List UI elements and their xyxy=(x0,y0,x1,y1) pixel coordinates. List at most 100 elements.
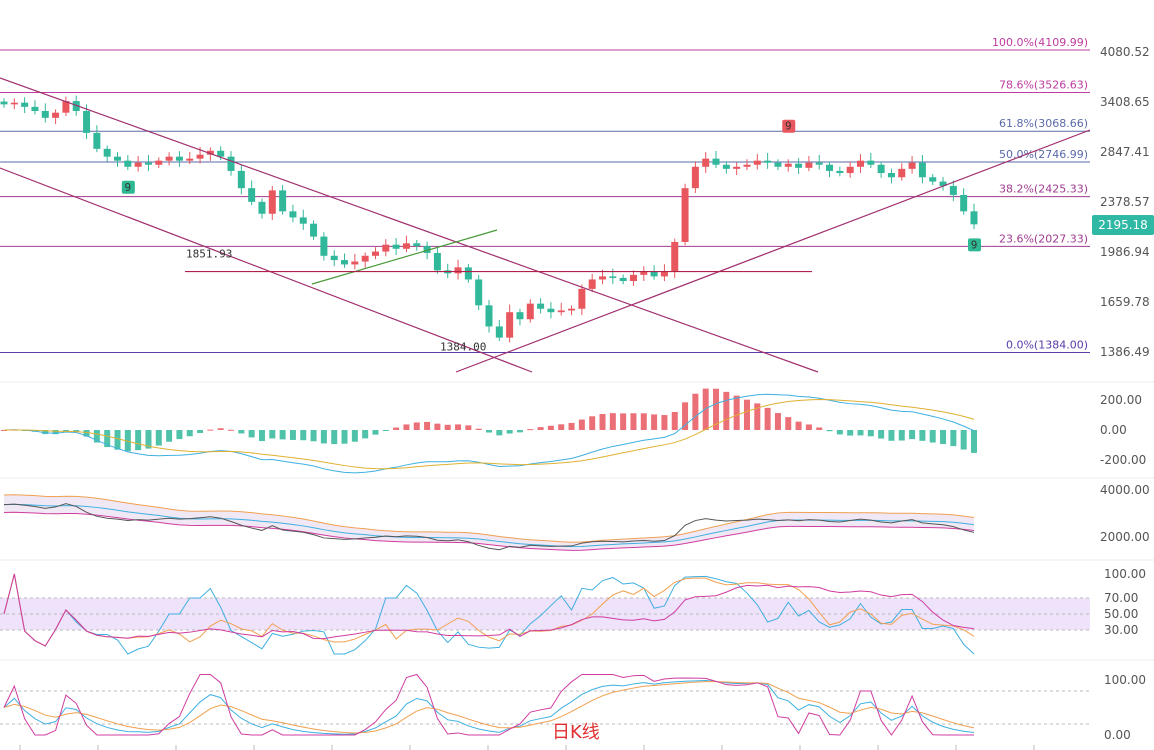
candle-body xyxy=(475,279,483,306)
current-price-badge: 2195.18 xyxy=(1092,215,1154,235)
macd-bar xyxy=(486,430,492,433)
candle-body xyxy=(774,162,782,167)
td-marker xyxy=(782,119,796,133)
kdj-tick-label: 100.00 xyxy=(1104,673,1146,687)
macd-bar xyxy=(341,430,348,444)
macd-bar xyxy=(630,413,637,430)
candle-body xyxy=(691,166,699,189)
candle-body xyxy=(237,170,245,189)
candle-body xyxy=(599,276,607,280)
macd-dif-line xyxy=(3,393,975,474)
price-tick-label: 2847.41 xyxy=(1100,145,1150,159)
trend-line xyxy=(0,167,533,373)
candle-body xyxy=(289,211,297,218)
rsi-tick-label: 70.00 xyxy=(1104,591,1138,605)
boll-band-fill xyxy=(4,494,974,551)
macd-bar xyxy=(527,429,534,431)
macd-bar xyxy=(568,422,575,430)
candle-body xyxy=(227,156,235,171)
macd-bar xyxy=(713,388,720,430)
macd-bar xyxy=(393,427,400,430)
macd-bar xyxy=(1,430,7,431)
candle-body xyxy=(433,252,441,271)
macd-bar xyxy=(93,430,100,443)
macd-bar xyxy=(692,393,699,430)
candle-body xyxy=(918,162,926,178)
macd-bar xyxy=(465,425,472,430)
candle-body xyxy=(124,160,132,167)
macd-bar xyxy=(816,427,823,430)
boll-upper-line xyxy=(3,494,975,543)
td-marker xyxy=(968,238,981,252)
macd-bar xyxy=(155,430,162,446)
macd-bar xyxy=(826,430,833,432)
candle-body xyxy=(805,162,813,168)
rsi-24-line xyxy=(3,573,975,647)
rsi-tick-label: 50.00 xyxy=(1104,607,1138,621)
price-tick-label: 1659.78 xyxy=(1100,295,1150,309)
macd-bar xyxy=(640,413,647,430)
candle-body xyxy=(217,150,225,157)
macd-bar xyxy=(104,430,111,448)
candle-body xyxy=(495,326,503,338)
candle-body xyxy=(640,271,648,275)
macd-bar xyxy=(114,430,121,450)
td-marker-label: 9 xyxy=(125,181,132,194)
macd-bar xyxy=(217,428,224,430)
macd-bar xyxy=(733,395,740,430)
macd-bar xyxy=(836,430,843,435)
candle-body xyxy=(753,160,761,165)
candle-body xyxy=(268,190,276,214)
candle-body xyxy=(361,255,369,262)
macd-bar xyxy=(888,430,895,441)
candle-body xyxy=(578,288,586,309)
macd-bar xyxy=(166,430,173,442)
candle-body xyxy=(712,158,720,165)
macd-bar xyxy=(620,413,627,430)
price-tick-label: 4080.52 xyxy=(1100,45,1150,59)
macd-bar xyxy=(878,430,885,439)
macd-bar xyxy=(867,430,874,437)
macd-bar xyxy=(248,430,255,438)
td-marker xyxy=(121,180,135,194)
candle-body xyxy=(330,255,338,261)
candle-body xyxy=(887,173,895,178)
macd-bar xyxy=(754,403,761,430)
candle-body xyxy=(836,170,844,174)
macd-bar xyxy=(372,430,379,435)
macd-bar xyxy=(496,430,503,436)
macd-bar xyxy=(950,430,957,447)
candle-body xyxy=(908,162,916,169)
kdj-k-line xyxy=(3,680,975,735)
price-tick-label: 3408.65 xyxy=(1100,95,1150,109)
candle-body xyxy=(155,160,163,165)
candle-body xyxy=(144,162,152,165)
candle-body xyxy=(175,156,183,161)
candle-body xyxy=(743,164,751,167)
macd-bar xyxy=(743,399,750,430)
macd-bar xyxy=(228,429,235,431)
candle-body xyxy=(660,271,668,277)
macd-bar xyxy=(362,430,369,439)
macd-bar xyxy=(269,430,276,439)
macd-bar xyxy=(135,430,142,451)
candle-body xyxy=(206,150,214,155)
candle-body xyxy=(0,101,8,105)
candle-body xyxy=(21,102,29,107)
price-tick-label: 2378.57 xyxy=(1100,195,1150,209)
macd-bar xyxy=(578,419,585,430)
macd-bar xyxy=(909,430,916,440)
macd-bar xyxy=(651,414,658,430)
candle-body xyxy=(382,244,390,252)
candle-body xyxy=(733,166,741,169)
trend-line xyxy=(311,229,498,285)
candle-body xyxy=(537,303,545,309)
macd-bar xyxy=(124,430,131,452)
candle-body xyxy=(609,276,617,278)
macd-bar xyxy=(145,430,152,449)
macd-bar xyxy=(960,430,967,450)
rsi-tick-label: 30.00 xyxy=(1104,623,1138,637)
chart-caption: 日K线 xyxy=(552,722,600,743)
candle-body xyxy=(784,163,792,167)
